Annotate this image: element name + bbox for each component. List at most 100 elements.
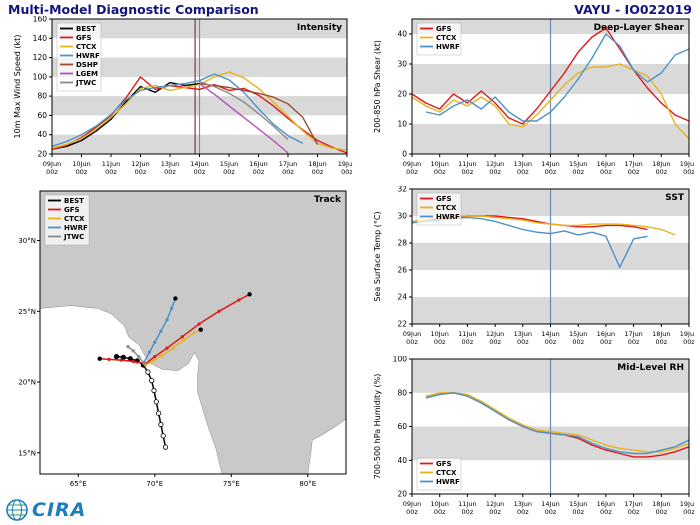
- svg-text:CTCX: CTCX: [64, 215, 85, 223]
- svg-text:09Jun: 09Jun: [403, 500, 421, 508]
- svg-text:Intensity: Intensity: [297, 23, 342, 33]
- svg-text:00z: 00z: [434, 338, 446, 346]
- cira-logo-text: CIRA: [32, 499, 87, 521]
- svg-text:00z: 00z: [683, 168, 694, 176]
- svg-text:100: 100: [393, 356, 408, 364]
- svg-text:Sea Surface Temp (°C): Sea Surface Temp (°C): [373, 211, 382, 301]
- svg-text:00z: 00z: [517, 338, 529, 346]
- svg-text:19Jun: 19Jun: [680, 330, 694, 338]
- svg-text:40: 40: [397, 30, 407, 39]
- svg-text:GFS: GFS: [64, 206, 80, 214]
- svg-text:DSHP: DSHP: [76, 61, 98, 69]
- cira-logo: CIRA: [4, 497, 86, 523]
- svg-text:13Jun: 13Jun: [161, 160, 179, 168]
- svg-text:00z: 00z: [628, 168, 640, 176]
- svg-text:00z: 00z: [462, 168, 474, 176]
- svg-text:11Jun: 11Jun: [458, 160, 476, 168]
- svg-text:10: 10: [397, 120, 407, 129]
- svg-text:00z: 00z: [312, 168, 324, 176]
- track-map: 65°E 70°E 75°E 80°E 15°N 20°N 25°N 30°N Track BES…: [6, 188, 352, 504]
- svg-text:HWRF: HWRF: [64, 224, 88, 232]
- intensity-plot: 2040608010012014016009Jun00z10Jun00z11Ju…: [13, 15, 356, 177]
- svg-text:00z: 00z: [434, 168, 446, 176]
- svg-text:00z: 00z: [545, 508, 557, 516]
- svg-text:11Jun: 11Jun: [102, 160, 120, 168]
- svg-text:60: 60: [397, 422, 407, 431]
- svg-text:GFS: GFS: [436, 195, 452, 203]
- svg-text:10Jun: 10Jun: [430, 330, 448, 338]
- svg-text:14Jun: 14Jun: [541, 500, 559, 508]
- svg-text:00z: 00z: [628, 338, 640, 346]
- svg-text:15Jun: 15Jun: [220, 160, 238, 168]
- svg-text:HWRF: HWRF: [436, 213, 460, 221]
- svg-text:12Jun: 12Jun: [486, 330, 504, 338]
- svg-text:16Jun: 16Jun: [597, 500, 615, 508]
- svg-text:40: 40: [37, 130, 47, 139]
- svg-text:HWRF: HWRF: [76, 52, 100, 60]
- svg-text:CTCX: CTCX: [436, 204, 457, 212]
- svg-text:14Jun: 14Jun: [541, 330, 559, 338]
- svg-text:16Jun: 16Jun: [249, 160, 267, 168]
- svg-text:18Jun: 18Jun: [652, 330, 670, 338]
- svg-text:65°E: 65°E: [70, 480, 87, 488]
- svg-text:00z: 00z: [462, 338, 474, 346]
- svg-text:24: 24: [397, 293, 407, 302]
- svg-text:17Jun: 17Jun: [624, 160, 642, 168]
- svg-text:HWRF: HWRF: [436, 43, 460, 51]
- svg-text:16Jun: 16Jun: [597, 160, 615, 168]
- svg-text:22: 22: [397, 320, 407, 329]
- svg-text:10Jun: 10Jun: [72, 160, 90, 168]
- svg-text:100: 100: [33, 72, 48, 81]
- svg-text:14Jun: 14Jun: [190, 160, 208, 168]
- svg-text:20°N: 20°N: [18, 379, 36, 387]
- svg-text:JTWC: JTWC: [63, 233, 84, 241]
- svg-text:00z: 00z: [341, 168, 352, 176]
- svg-text:00z: 00z: [655, 168, 667, 176]
- svg-text:14Jun: 14Jun: [541, 160, 559, 168]
- svg-text:BEST: BEST: [64, 197, 84, 205]
- svg-text:13Jun: 13Jun: [514, 500, 532, 508]
- intensity-chart: 20 40 60 80 100 120 140 160 09Jun 00z 10Jun 00z 11Ju…: [6, 15, 356, 184]
- svg-text:BEST: BEST: [76, 25, 96, 33]
- svg-text:00z: 00z: [434, 508, 446, 516]
- svg-text:00z: 00z: [600, 338, 612, 346]
- svg-text:CTCX: CTCX: [436, 34, 457, 42]
- svg-text:19Jun: 19Jun: [338, 160, 352, 168]
- storm-id-title: VAYU - IO022019: [574, 2, 692, 17]
- svg-text:00z: 00z: [517, 508, 529, 516]
- sst-chart: 22 24 26 28 30 32 09Jun 00z 10Jun 00z 11Jun 00z 12Ju…: [368, 185, 698, 354]
- svg-text:00z: 00z: [683, 338, 694, 346]
- svg-text:13Jun: 13Jun: [514, 330, 532, 338]
- svg-text:Track: Track: [314, 195, 342, 205]
- svg-text:SST: SST: [665, 193, 685, 203]
- svg-text:10Jun: 10Jun: [430, 160, 448, 168]
- svg-text:Mid-Level RH: Mid-Level RH: [617, 363, 684, 373]
- svg-text:80: 80: [397, 388, 407, 397]
- svg-text:00z: 00z: [683, 508, 694, 516]
- svg-text:20: 20: [37, 150, 47, 159]
- svg-text:17Jun: 17Jun: [279, 160, 297, 168]
- svg-text:00z: 00z: [105, 168, 117, 176]
- svg-text:00z: 00z: [135, 168, 147, 176]
- svg-text:75°E: 75°E: [223, 480, 240, 488]
- svg-text:CTCX: CTCX: [76, 43, 97, 51]
- svg-text:11Jun: 11Jun: [458, 330, 476, 338]
- svg-text:13Jun: 13Jun: [514, 160, 532, 168]
- svg-text:00z: 00z: [572, 168, 584, 176]
- svg-text:00z: 00z: [545, 338, 557, 346]
- svg-text:12Jun: 12Jun: [131, 160, 149, 168]
- page-title: Multi-Model Diagnostic Comparison: [8, 2, 259, 17]
- svg-text:00z: 00z: [406, 338, 418, 346]
- svg-text:00z: 00z: [282, 168, 294, 176]
- svg-text:00z: 00z: [655, 338, 667, 346]
- svg-text:28: 28: [397, 239, 407, 248]
- svg-text:19Jun: 19Jun: [680, 160, 694, 168]
- svg-text:00z: 00z: [46, 168, 58, 176]
- svg-text:20: 20: [397, 490, 407, 499]
- svg-text:17Jun: 17Jun: [624, 330, 642, 338]
- svg-text:160: 160: [33, 16, 48, 24]
- svg-text:HWRF: HWRF: [436, 478, 460, 486]
- svg-text:00z: 00z: [600, 508, 612, 516]
- svg-text:200-850 hPa Shear (kt): 200-850 hPa Shear (kt): [373, 40, 382, 133]
